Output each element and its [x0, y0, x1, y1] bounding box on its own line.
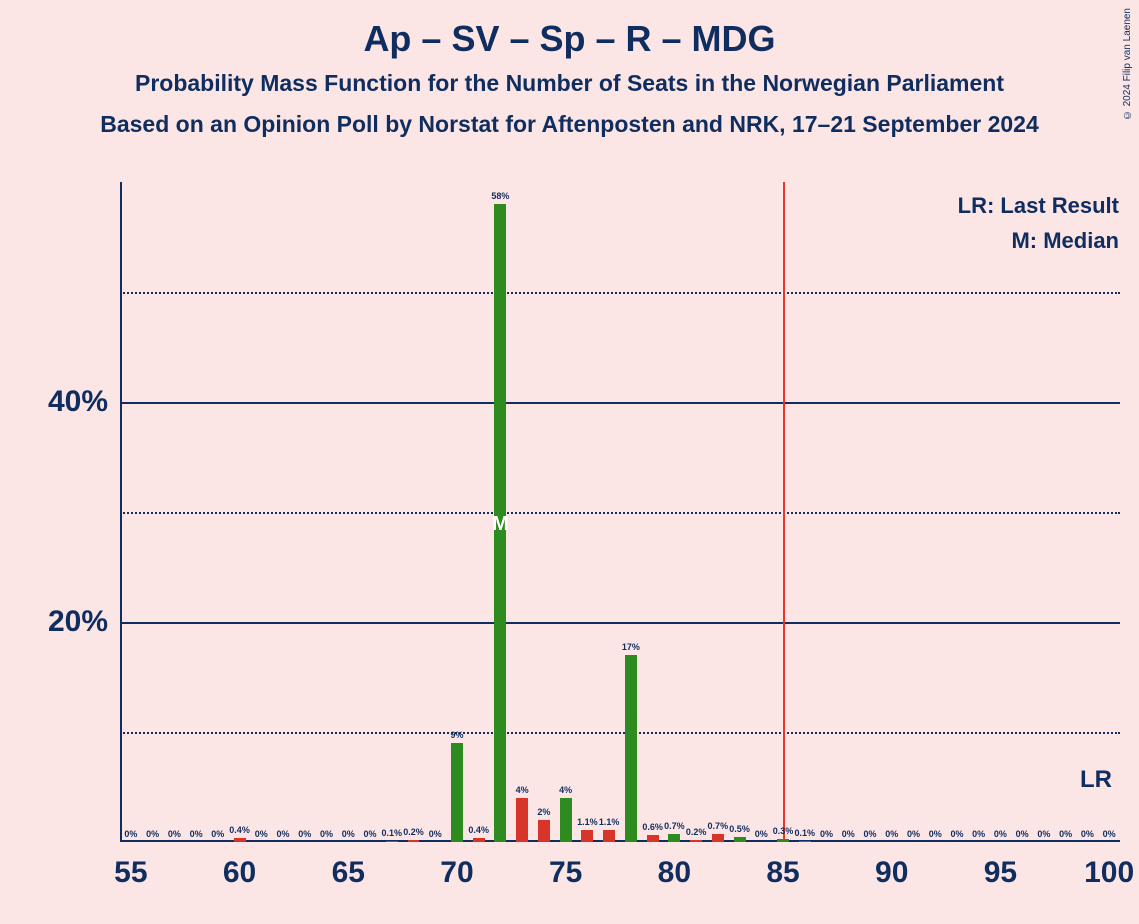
pmf-bar-label: 0.2%	[403, 827, 424, 837]
pmf-bar-label: 17%	[622, 642, 640, 652]
pmf-bar-label: 0.7%	[664, 821, 685, 831]
pmf-bar-label: 0%	[1016, 829, 1029, 839]
pmf-bar-label: 0%	[124, 829, 137, 839]
pmf-bar-label: 0%	[1059, 829, 1072, 839]
pmf-bar-label: 0%	[146, 829, 159, 839]
chart-subtitle-1: Probability Mass Function for the Number…	[0, 70, 1139, 97]
pmf-bar	[799, 841, 811, 842]
pmf-bar-label: 0.3%	[773, 826, 794, 836]
pmf-bar	[734, 837, 746, 843]
pmf-bar	[408, 840, 420, 842]
pmf-bar-label: 0%	[863, 829, 876, 839]
chart-plot-area: 20%40%5560657075808590951000%0%0%0%0%0.4…	[120, 182, 1120, 842]
pmf-bar-label: 4%	[516, 785, 529, 795]
pmf-bar	[647, 835, 659, 842]
pmf-bar-label: 0.1%	[795, 828, 816, 838]
pmf-bar-label: 0%	[1081, 829, 1094, 839]
pmf-bar-label: 0%	[320, 829, 333, 839]
x-axis-tick-label: 95	[984, 856, 1017, 890]
gridline-minor	[120, 732, 1120, 734]
pmf-bar	[386, 841, 398, 842]
pmf-bar-label: 0%	[907, 829, 920, 839]
pmf-bar-label: 0%	[211, 829, 224, 839]
median-marker: M	[492, 513, 509, 536]
pmf-bar-label: 0%	[190, 829, 203, 839]
pmf-bar-label: 0%	[168, 829, 181, 839]
pmf-bar-label: 0%	[972, 829, 985, 839]
pmf-bar-label: 0%	[755, 829, 768, 839]
pmf-bar-label: 0%	[885, 829, 898, 839]
pmf-bar	[668, 834, 680, 842]
gridline-major	[120, 402, 1120, 404]
pmf-bar	[560, 798, 572, 842]
pmf-bar-label: 0%	[1037, 829, 1050, 839]
x-axis-tick-label: 100	[1084, 856, 1134, 890]
pmf-bar	[603, 830, 615, 842]
pmf-bar-label: 1.1%	[599, 817, 620, 827]
gridline-minor	[120, 512, 1120, 514]
pmf-bar-label: 0%	[298, 829, 311, 839]
pmf-bar-label: 0%	[277, 829, 290, 839]
pmf-bar	[234, 838, 246, 842]
pmf-bar	[581, 830, 593, 842]
pmf-bar-label: 0.5%	[729, 824, 750, 834]
pmf-bar-label: 0%	[1103, 829, 1116, 839]
gridline-minor	[120, 292, 1120, 294]
pmf-bar	[625, 655, 637, 842]
x-axis-tick-label: 85	[766, 856, 799, 890]
pmf-bar-label: 0.1%	[381, 828, 402, 838]
pmf-bar-label: 58%	[491, 191, 509, 201]
chart-title: Ap – SV – Sp – R – MDG	[0, 0, 1139, 60]
pmf-bar-label: 0.4%	[229, 825, 250, 835]
pmf-bar-label: 0%	[342, 829, 355, 839]
pmf-bar-label: 0%	[929, 829, 942, 839]
chart-subtitle-2: Based on an Opinion Poll by Norstat for …	[0, 111, 1139, 138]
pmf-bar-label: 0.7%	[708, 821, 729, 831]
y-axis-tick-label: 40%	[48, 385, 108, 419]
pmf-bar-label: 2%	[537, 807, 550, 817]
x-axis-tick-label: 75	[549, 856, 582, 890]
pmf-bar-label: 0.2%	[686, 827, 707, 837]
pmf-bar	[516, 798, 528, 842]
x-axis-tick-label: 80	[658, 856, 691, 890]
copyright-text: © 2024 Filip van Laenen	[1122, 8, 1133, 120]
y-axis-tick-label: 20%	[48, 605, 108, 639]
pmf-bar-label: 1.1%	[577, 817, 598, 827]
pmf-bar-label: 0%	[842, 829, 855, 839]
pmf-bar	[777, 839, 789, 842]
gridline-major	[120, 622, 1120, 624]
pmf-bar-label: 0%	[255, 829, 268, 839]
lr-axis-label: LR	[1080, 766, 1112, 794]
pmf-bar-label: 4%	[559, 785, 572, 795]
pmf-bar-label: 0.4%	[468, 825, 489, 835]
pmf-bar	[451, 743, 463, 842]
pmf-bar-label: 0%	[994, 829, 1007, 839]
pmf-bar-label: 0%	[950, 829, 963, 839]
pmf-bar	[712, 834, 724, 842]
pmf-bar-label: 0%	[429, 829, 442, 839]
x-axis-tick-label: 60	[223, 856, 256, 890]
pmf-bar	[473, 838, 485, 842]
pmf-bar	[690, 840, 702, 842]
pmf-bar-label: 0%	[363, 829, 376, 839]
pmf-bar	[538, 820, 550, 842]
x-axis-tick-label: 70	[440, 856, 473, 890]
x-axis-tick-label: 90	[875, 856, 908, 890]
pmf-bar-label: 0%	[820, 829, 833, 839]
x-axis-line	[120, 840, 1120, 842]
x-axis-tick-label: 55	[114, 856, 147, 890]
pmf-bar-label: 9%	[450, 730, 463, 740]
last-result-line	[783, 182, 785, 842]
x-axis-tick-label: 65	[332, 856, 365, 890]
pmf-bar-label: 0.6%	[642, 822, 663, 832]
